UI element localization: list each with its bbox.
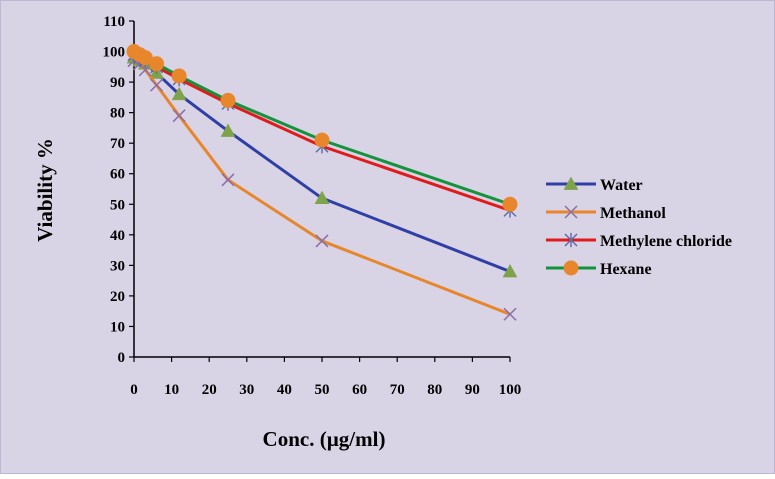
legend-label-water: Water xyxy=(600,177,643,194)
x-tick-label: 60 xyxy=(352,382,367,398)
data-point-hexane xyxy=(502,196,518,212)
legend-marker-hexane xyxy=(563,260,579,276)
x-tick-label: 80 xyxy=(427,382,442,398)
y-tick-label: 0 xyxy=(118,350,126,366)
data-point-methanol-stroke xyxy=(315,234,329,248)
legend-marker-methanol-stroke xyxy=(564,205,578,219)
data-point-water xyxy=(220,123,236,137)
data-point-water xyxy=(314,190,330,205)
y-tick-label: 100 xyxy=(103,45,126,61)
data-point-methanol-stroke xyxy=(172,109,186,123)
legend-label-hexane: Hexane xyxy=(600,261,652,278)
data-point-methanol xyxy=(503,307,517,321)
data-point-water xyxy=(171,86,187,101)
y-tick-label: 90 xyxy=(110,75,125,91)
x-tick-label: 100 xyxy=(499,382,522,398)
legend-item-methanol: Methanol xyxy=(546,205,666,222)
x-tick-label: 0 xyxy=(130,382,138,398)
x-tick-label: 40 xyxy=(277,382,292,398)
legend: Water Methanol Methylene chloride Hexane xyxy=(546,176,732,278)
x-tick-label: 20 xyxy=(202,382,217,398)
legend-item-water: Water xyxy=(546,176,643,194)
data-point-methanol-stroke xyxy=(221,173,235,187)
x-tick-label: 70 xyxy=(390,382,405,398)
x-tick-label: 30 xyxy=(239,382,254,398)
series-hexane xyxy=(126,44,518,212)
x-tick-label: 90 xyxy=(465,382,480,398)
y-tick-label: 20 xyxy=(110,289,125,305)
y-tick-label: 80 xyxy=(110,106,125,122)
x-axis-title: Conc. (µg/ml) xyxy=(263,427,386,451)
y-tick-label: 30 xyxy=(110,258,125,274)
x-tick-label: 10 xyxy=(164,382,179,398)
legend-label-methanol: Methanol xyxy=(600,205,666,222)
data-point-hexane xyxy=(171,68,187,84)
data-point-methanol-stroke xyxy=(138,63,152,77)
data-point-methanol-stroke xyxy=(150,78,164,92)
y-tick-label: 70 xyxy=(110,136,125,152)
data-point-hexane xyxy=(137,50,153,66)
y-tick-label: 60 xyxy=(110,167,125,183)
y-tick-label: 40 xyxy=(110,228,125,244)
legend-label-methylene-chloride: Methylene chloride xyxy=(600,233,732,250)
y-tick-label: 10 xyxy=(110,319,125,335)
data-point-hexane xyxy=(149,56,165,72)
data-point-methanol xyxy=(221,173,235,187)
data-point-hexane xyxy=(314,132,330,148)
axes: 0 10 20 30 40 50 60 70 80 90 100 110 0 10 20 30 40 50 60 70… xyxy=(103,14,522,398)
data-point-methanol xyxy=(172,109,186,123)
legend-item-hexane: Hexane xyxy=(546,260,652,278)
data-point-methanol xyxy=(150,78,164,92)
series-layer xyxy=(126,44,518,321)
data-point-methanol-stroke xyxy=(503,307,517,321)
legend-marker-water xyxy=(563,176,579,190)
legend-item-methylene-chloride: Methylene chloride xyxy=(546,232,732,250)
x-tick-label: 50 xyxy=(315,382,330,398)
legend-marker-methylene-chloride xyxy=(564,232,578,248)
y-tick-label: 50 xyxy=(110,197,125,213)
data-point-methanol xyxy=(138,63,152,77)
data-point-methanol xyxy=(315,234,329,248)
data-point-hexane xyxy=(220,92,236,108)
data-point-water xyxy=(502,263,518,278)
y-axis-title: Viability % xyxy=(33,138,57,242)
legend-marker-methanol xyxy=(564,205,578,219)
y-tick-label: 110 xyxy=(103,14,125,30)
